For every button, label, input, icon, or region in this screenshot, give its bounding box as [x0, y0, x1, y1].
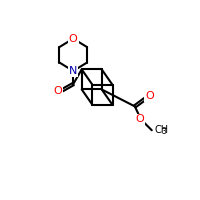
Text: O: O [145, 91, 154, 101]
Text: O: O [69, 34, 78, 44]
Text: O: O [135, 114, 144, 124]
Text: 3: 3 [162, 127, 167, 136]
Text: O: O [53, 86, 62, 96]
Text: CH: CH [154, 125, 168, 135]
Text: N: N [69, 66, 77, 76]
